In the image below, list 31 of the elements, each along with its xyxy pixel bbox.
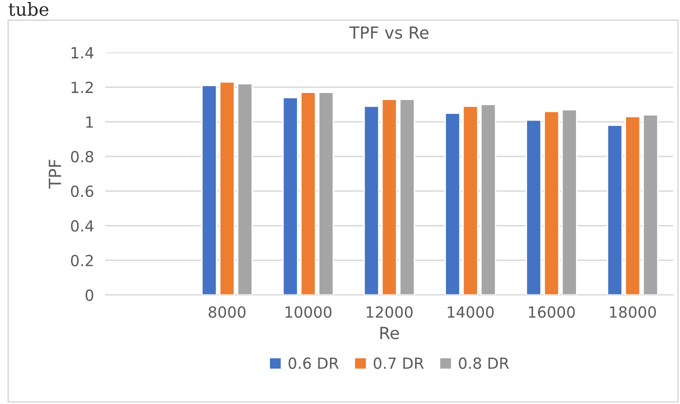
chart-title: TPF vs Re bbox=[349, 26, 428, 39]
y-tick-label: 1.4 bbox=[72, 47, 94, 58]
y-tick-label: 0.4 bbox=[71, 220, 94, 232]
bar bbox=[363, 106, 380, 295]
x-tick-label: 14000 bbox=[448, 306, 494, 318]
y-tick-label: 1.2 bbox=[72, 82, 93, 93]
x-axis-title: Re bbox=[380, 326, 399, 340]
y-tick-label: 1 bbox=[86, 116, 93, 128]
bar bbox=[444, 112, 461, 295]
text: tube bbox=[8, 2, 48, 16]
x-tick-label: 10000 bbox=[286, 306, 332, 318]
x-tick-label: 8000 bbox=[208, 306, 246, 318]
x-tick-label: 16000 bbox=[528, 306, 575, 318]
bar bbox=[561, 108, 578, 295]
legend-label: 0.8 DR bbox=[458, 357, 509, 369]
bar bbox=[544, 110, 560, 295]
bar bbox=[236, 82, 253, 295]
bar bbox=[219, 81, 236, 295]
bar bbox=[318, 92, 334, 295]
y-tick-label: 0.2 bbox=[71, 254, 93, 266]
y-tick-label: 0.6 bbox=[71, 186, 94, 198]
x-tick-label: 18000 bbox=[610, 306, 656, 318]
bar bbox=[201, 84, 218, 295]
y-tick-label: 0.8 bbox=[71, 150, 94, 162]
legend-label: 0.7 DR bbox=[374, 357, 424, 369]
x-tick-label: 12000 bbox=[366, 306, 413, 318]
y-axis-title: TPF bbox=[48, 160, 61, 189]
bar bbox=[526, 119, 542, 295]
bar bbox=[642, 114, 658, 295]
legend-label: 0.6 DR bbox=[288, 357, 339, 369]
y-tick-label: 0 bbox=[86, 289, 94, 301]
